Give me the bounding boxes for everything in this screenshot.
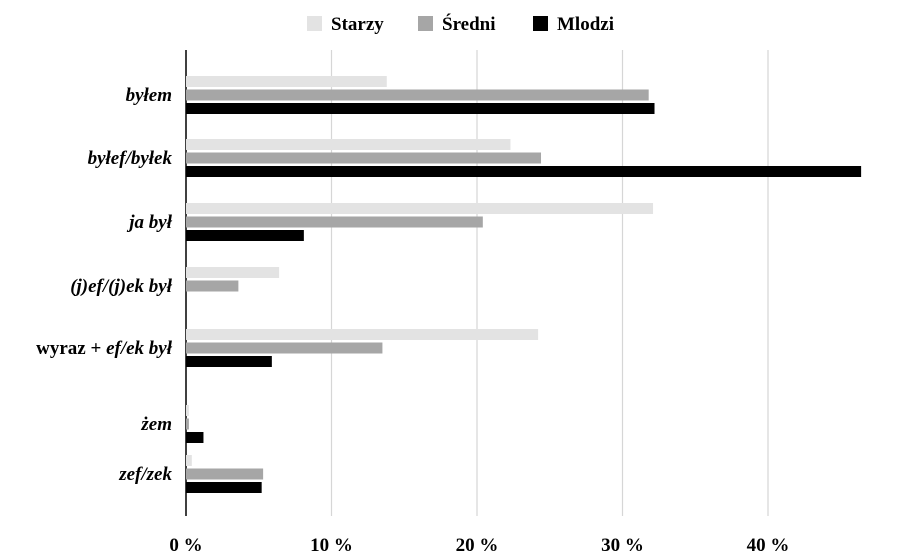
category-label-part: zef/zek [118, 464, 172, 485]
grid-lines [185, 50, 769, 516]
category-label: byłef/byłek [88, 148, 173, 169]
category-label: zef/zek [118, 464, 172, 485]
x-tick-label: 40 % [747, 535, 790, 556]
bar--redni-6 [186, 468, 264, 480]
bar--redni-0 [186, 89, 649, 101]
x-tick-label: 30 % [601, 535, 644, 556]
bar-mlodzi-4 [186, 356, 272, 367]
category-label: ja był [126, 212, 172, 233]
category-labels: byłem byłef/byłek ja był (j)ef/(j)ek był wyr… [36, 85, 173, 485]
bar-starzy-3 [186, 267, 280, 278]
bar--redni-3 [186, 280, 239, 292]
category-label: (j)ef/(j)ek był [70, 276, 173, 297]
bar-starzy-2 [186, 203, 654, 214]
x-tick-labels: 0 % 10 % 20 % 30 % 40 % [169, 535, 789, 556]
category-label: byłem [126, 85, 172, 106]
bar-starzy-5 [186, 405, 189, 416]
bar--redni-1 [186, 152, 542, 164]
bar-mlodzi-1 [186, 166, 862, 177]
x-tick-label: 0 % [169, 535, 202, 556]
bars [186, 76, 862, 493]
bar-mlodzi-6 [186, 482, 262, 493]
legend-swatch [418, 16, 433, 31]
bar--redni-4 [186, 342, 383, 354]
bar--redni-2 [186, 216, 483, 228]
bar--redni-5 [186, 418, 189, 430]
legend-label: Średni [442, 13, 496, 35]
legend: Starzy Średni Mlodzi [307, 13, 614, 35]
category-label-part: żem [140, 414, 172, 435]
category-label-part: ef/ek był [106, 338, 173, 359]
x-tick-label: 10 % [310, 535, 353, 556]
legend-label: Mlodzi [557, 14, 614, 35]
bar-mlodzi-5 [186, 432, 204, 443]
x-tick-label: 20 % [456, 535, 499, 556]
category-label: wyraz + ef/ek był [36, 338, 173, 359]
bar-starzy-4 [186, 329, 539, 340]
category-label-part: ja był [126, 212, 172, 233]
bar-mlodzi-0 [186, 103, 655, 114]
bar-starzy-1 [186, 139, 511, 150]
category-label: żem [140, 414, 172, 435]
category-label-part: byłem [126, 85, 172, 106]
category-label-part: byłef/byłek [88, 148, 173, 169]
category-label-part: (j)ef/(j)ek był [70, 276, 173, 297]
category-label-part: wyraz + [36, 338, 106, 359]
bar-starzy-6 [186, 455, 192, 466]
legend-swatch [533, 16, 548, 31]
bar-starzy-0 [186, 76, 387, 87]
bar-mlodzi-2 [186, 230, 304, 241]
legend-swatch [307, 16, 322, 31]
legend-label: Starzy [331, 14, 384, 35]
